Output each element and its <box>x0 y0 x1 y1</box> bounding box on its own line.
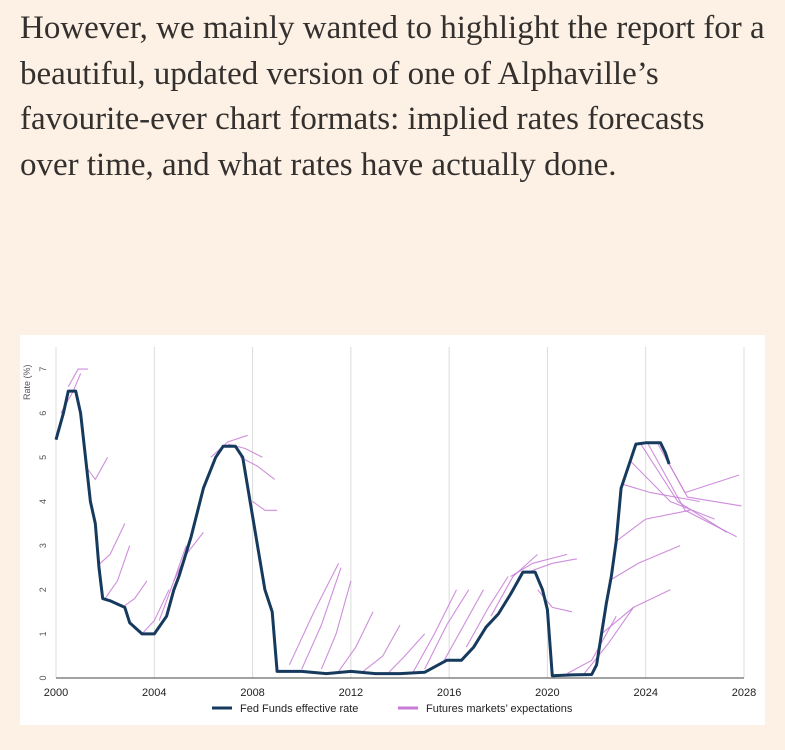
forecast-path <box>104 545 131 599</box>
forecast-path <box>338 611 374 672</box>
forecast-path <box>601 589 671 635</box>
forecast-path <box>99 523 126 564</box>
legend: Fed Funds effective rate Futures markets’… <box>212 703 573 715</box>
forecast-path <box>288 563 340 666</box>
forecast-path <box>465 576 509 648</box>
y-tick-label: 6 <box>38 411 48 416</box>
x-tick-label: 2008 <box>240 687 264 699</box>
forecast-path <box>527 558 577 573</box>
article-paragraph: However, we mainly wanted to highlight t… <box>20 10 765 183</box>
x-tick-label: 2016 <box>437 687 461 699</box>
forecast-path <box>121 580 148 608</box>
forecast-path <box>424 589 470 670</box>
chart-svg: 2000 2004 2008 2012 2016 2020 2024 2028 0 1 2 3 4 5 6 7… <box>22 347 756 715</box>
forecast-path <box>647 443 737 538</box>
forecast-path <box>301 567 342 670</box>
forecast-path <box>510 553 568 577</box>
forecast-path <box>608 545 681 582</box>
x-tick-label: 2000 <box>44 687 68 699</box>
y-tick-label: 4 <box>38 499 48 504</box>
forecast-path <box>320 580 352 670</box>
rates-chart: 2000 2004 2008 2012 2016 2020 2024 2028 0 1 2 3 4 5 6 7… <box>20 335 765 725</box>
forecast-path <box>566 615 617 675</box>
forecast-path <box>620 483 700 503</box>
forecast-path <box>141 589 170 635</box>
y-tick-label: 1 <box>38 631 48 636</box>
forecast-path <box>615 509 691 542</box>
forecast-path <box>210 434 248 458</box>
axes: 2000 2004 2008 2012 2016 2020 2024 2028 0 1 2 3 4 5 6 7… <box>22 365 756 699</box>
actual-line <box>54 389 671 678</box>
y-tick-label: 3 <box>38 543 48 548</box>
fed-funds-line <box>54 389 671 678</box>
x-tick-label: 2012 <box>339 687 363 699</box>
x-tick-label: 2028 <box>732 687 756 699</box>
forecast-path <box>640 443 728 533</box>
x-tick-label: 2004 <box>142 687 166 699</box>
forecast-lines <box>60 368 742 675</box>
forecast-path <box>630 461 715 520</box>
y-tick-label: 2 <box>38 587 48 592</box>
forecast-path <box>240 456 276 480</box>
x-tick-label: 2024 <box>633 687 657 699</box>
forecast-path <box>657 443 740 494</box>
forecast-path <box>490 553 538 617</box>
forecast-path <box>583 607 634 674</box>
y-tick-label: 7 <box>38 367 48 372</box>
forecast-path <box>67 368 88 387</box>
y-tick-label: 5 <box>38 455 48 460</box>
y-axis-label: Rate (%) <box>22 365 32 401</box>
legend-label-actual: Fed Funds effective rate <box>240 703 358 715</box>
y-tick-label: 0 <box>38 675 48 680</box>
forecast-path <box>664 457 742 507</box>
forecast-path <box>252 501 278 511</box>
forecast-path <box>362 624 401 672</box>
forecast-path <box>443 589 484 661</box>
forecast-path <box>158 545 187 621</box>
x-tick-label: 2020 <box>535 687 559 699</box>
forecast-path <box>387 633 426 674</box>
forecast-path <box>411 589 457 674</box>
forecast-path <box>85 457 109 481</box>
legend-label-forecast: Futures markets’ expectations <box>426 703 573 715</box>
